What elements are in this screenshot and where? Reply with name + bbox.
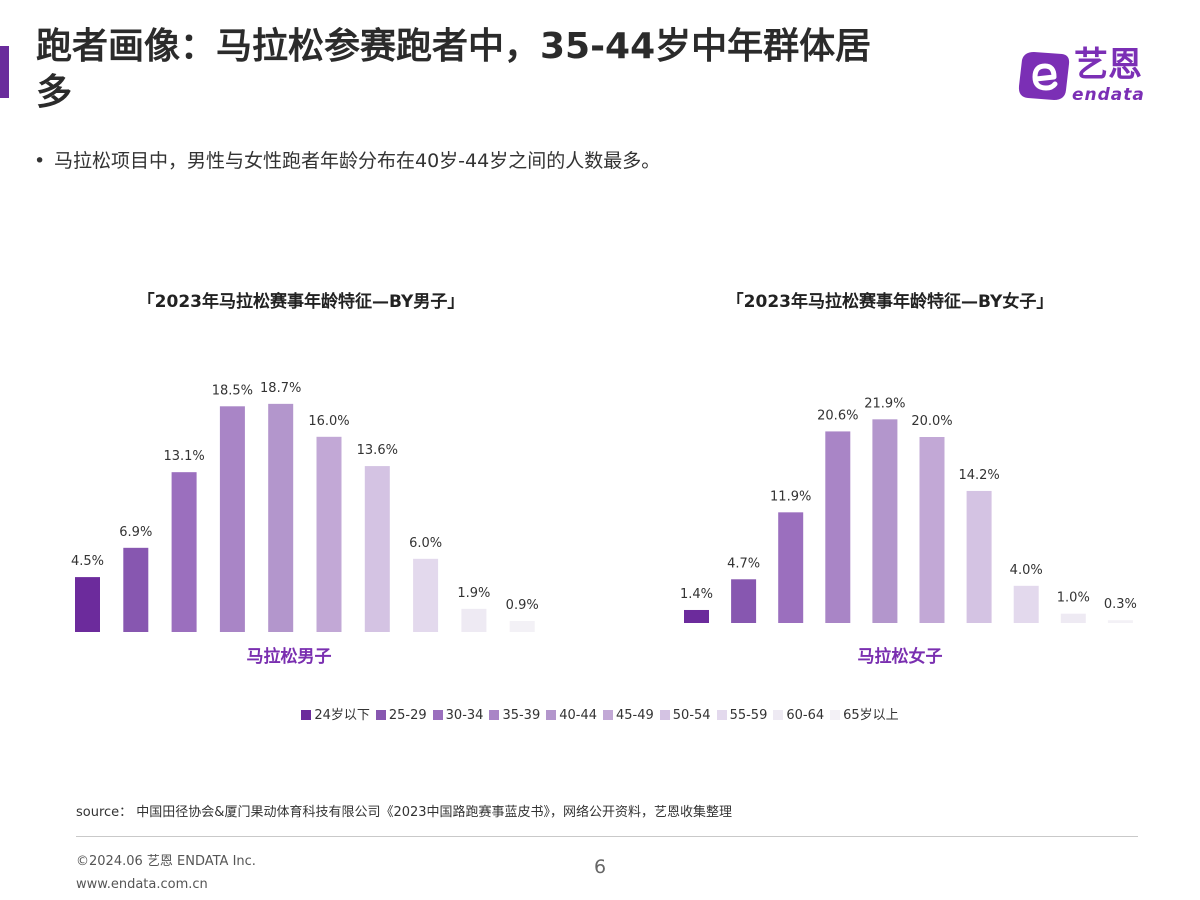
endata-logo-icon (1018, 52, 1070, 100)
female-value-label-8: 1.0% (1057, 591, 1090, 606)
female-category-label: 马拉松女子 (857, 647, 943, 667)
legend-label: 55-59 (729, 708, 768, 723)
female-bar-1 (731, 579, 757, 623)
source-note: source： 中国田径协会&厦门果动体育科技有限公司《2023中国路跑赛事蓝皮… (76, 805, 733, 820)
legend-swatch (773, 710, 784, 720)
female-bar-7 (1013, 585, 1039, 623)
female-value-label-9: 0.3% (1104, 597, 1137, 612)
female-bar-6 (966, 490, 992, 623)
summary-bullet: • 马拉松项目中，男性与女性跑者年龄分布在40岁-44岁之间的人数最多。 (34, 146, 660, 173)
legend-item: 30-34 (432, 708, 484, 723)
website-url: www.endata.com.cn (76, 877, 208, 892)
male-bar-3 (219, 406, 245, 632)
legend-swatch (301, 710, 312, 720)
female-value-label-3: 20.6% (817, 408, 858, 423)
legend-item: 65岁以上 (830, 704, 899, 723)
legend-label: 65岁以上 (843, 708, 899, 723)
male-value-label-7: 6.0% (409, 536, 442, 551)
male-bar-8 (461, 608, 487, 632)
male-value-label-2: 13.1% (163, 449, 204, 464)
title-accent-bar (0, 46, 9, 98)
bullet-dot: • (34, 150, 46, 172)
legend-swatch (546, 710, 557, 720)
female-bar-4 (872, 419, 898, 623)
legend-label: 45-49 (616, 708, 654, 723)
male-bar-5 (316, 436, 342, 632)
male-value-label-4: 18.7% (260, 381, 301, 396)
male-category-label: 马拉松男子 (246, 647, 332, 667)
legend-item: 24岁以下 (301, 704, 370, 723)
female-value-label-5: 20.0% (911, 414, 952, 429)
legend-item: 60-64 (773, 708, 824, 723)
female-bar-8 (1060, 613, 1086, 623)
legend-swatch (659, 710, 670, 720)
age-bar-charts: 4.5% 6.9% 13.1% 18.5% 18.7% 16.0% 13.6% 6.0% 1.9… (71, 381, 1137, 632)
male-bar-9 (509, 621, 535, 632)
logo-text-en: endata (1072, 85, 1145, 105)
female-value-label-1: 4.7% (727, 556, 760, 571)
legend-label: 35-39 (502, 708, 541, 723)
legend-item: 40-44 (546, 708, 597, 723)
legend-label: 60-64 (786, 708, 825, 723)
female-bar-9 (1107, 620, 1133, 623)
female-bar-3 (825, 431, 851, 623)
legend-swatch (830, 710, 841, 720)
male-chart-title: 「2023年马拉松赛事年龄特征—BY男子」 (137, 292, 465, 312)
legend-label: 30-34 (445, 708, 484, 723)
footer-divider (76, 836, 1138, 837)
female-value-label-0: 1.4% (680, 587, 713, 602)
legend-swatch (489, 710, 500, 720)
page-title: 跑者画像：马拉松参赛跑者中，35-44岁中年群体居 多 (36, 26, 872, 113)
female-bar-0 (684, 609, 709, 623)
copyright: ©2024.06 艺恩 ENDATA Inc. (76, 854, 256, 869)
male-bar-7 (413, 558, 439, 632)
female-bar-2 (778, 512, 804, 623)
male-value-label-8: 1.9% (457, 586, 490, 601)
legend-swatch (375, 710, 386, 720)
female-bar-5 (919, 437, 945, 623)
logo-text-cn: 艺恩 (1074, 45, 1142, 85)
female-chart-title: 「2023年马拉松赛事年龄特征—BY女子」 (726, 292, 1054, 312)
male-bar-1 (123, 547, 149, 632)
male-bar-6 (364, 466, 390, 632)
legend-item: 25-29 (375, 708, 427, 723)
chart-legend: 24岁以下 25-29 30-34 35-39 40-44 45-49 50-54 55-59… (0, 704, 1200, 723)
legend-item: 35-39 (489, 708, 540, 723)
female-value-label-2: 11.9% (770, 489, 811, 504)
legend-label: 40-44 (559, 708, 597, 723)
legend-label: 50-54 (672, 708, 711, 723)
male-value-label-6: 13.6% (357, 443, 398, 458)
summary-text: 马拉松项目中，男性与女性跑者年龄分布在40岁-44岁之间的人数最多。 (54, 150, 661, 172)
male-value-label-5: 16.0% (308, 414, 349, 429)
legend-swatch (432, 710, 443, 720)
male-bar-2 (171, 472, 197, 632)
legend-label: 25-29 (388, 708, 427, 723)
legend-swatch (716, 710, 727, 720)
female-value-label-7: 4.0% (1010, 563, 1043, 578)
male-bar-0 (75, 577, 100, 632)
legend-label: 24岁以下 (314, 708, 370, 723)
legend-item: 50-54 (659, 708, 711, 723)
legend-item: 45-49 (603, 708, 654, 723)
legend-item: 55-59 (716, 708, 768, 723)
legend-swatch (603, 710, 613, 720)
female-value-label-6: 14.2% (958, 468, 999, 483)
male-value-label-1: 6.9% (119, 525, 152, 540)
male-value-label-3: 18.5% (212, 383, 253, 398)
male-value-label-9: 0.9% (506, 598, 539, 613)
page-number: 6 (593, 856, 607, 878)
endata-logo: 艺恩 endata (1014, 46, 1164, 106)
female-value-label-4: 21.9% (864, 396, 905, 411)
male-bar-4 (268, 403, 294, 632)
male-value-label-0: 4.5% (71, 554, 104, 569)
